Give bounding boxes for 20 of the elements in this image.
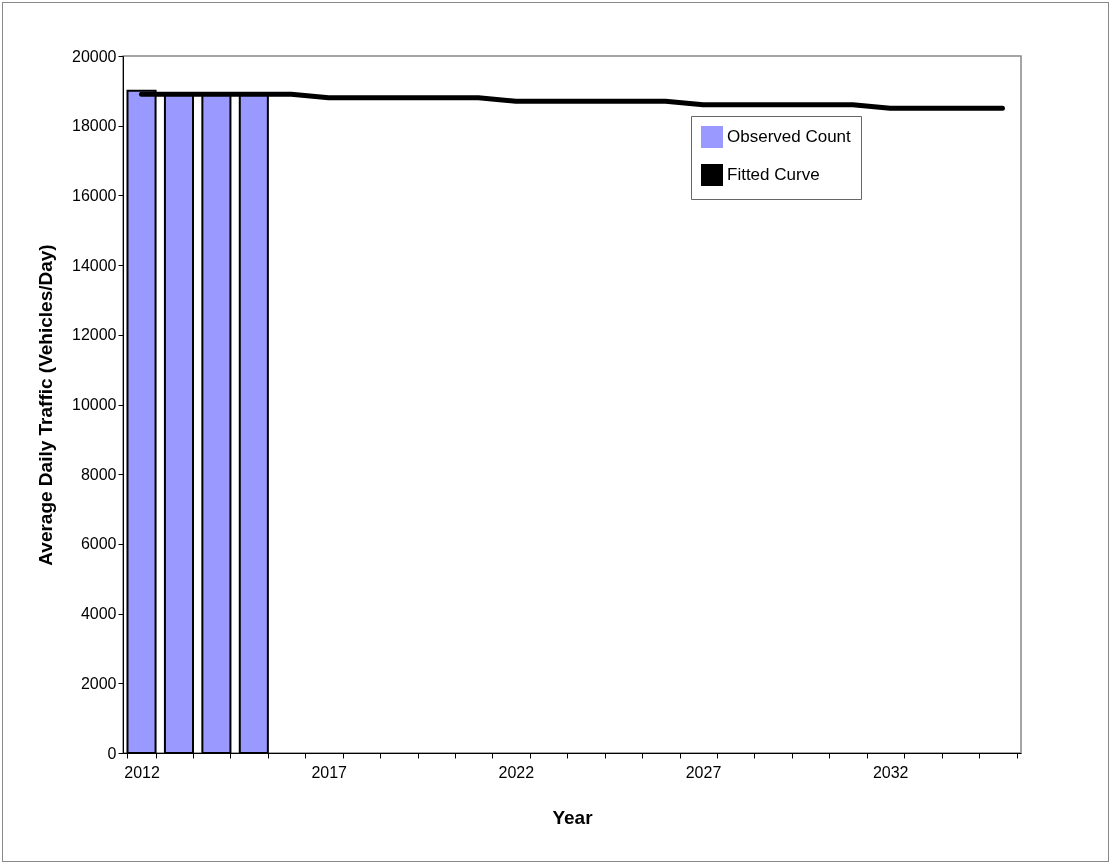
y-tick-label: 8000	[80, 465, 117, 483]
y-tick-label: 20000	[72, 47, 117, 65]
x-tick-label: 2012	[124, 763, 160, 781]
y-tick-label: 10000	[72, 396, 117, 413]
x-axis-title: Year	[552, 806, 594, 828]
x-tick-label: 2017	[311, 763, 348, 781]
y-tick-label: 12000	[72, 326, 117, 344]
y-axis-title: Average Daily Traffic (Vehicles/Day)	[35, 244, 57, 566]
x-tick-label: 2027	[685, 763, 722, 781]
y-tick-label: 18000	[72, 117, 117, 135]
y-tick-label: 4000	[80, 605, 117, 623]
x-tick-label: 2032	[872, 763, 909, 781]
y-tick-label: 6000	[80, 535, 117, 553]
y-tick-label: 16000	[72, 186, 117, 204]
y-tick-label: 0	[107, 744, 117, 762]
y-tick-label: 2000	[80, 674, 117, 692]
legend-label: Observed Count	[727, 127, 852, 146]
x-tick-label: 2022	[498, 763, 535, 781]
legend-label: Fitted Curve	[727, 165, 820, 184]
y-tick-label: 14000	[72, 256, 117, 274]
